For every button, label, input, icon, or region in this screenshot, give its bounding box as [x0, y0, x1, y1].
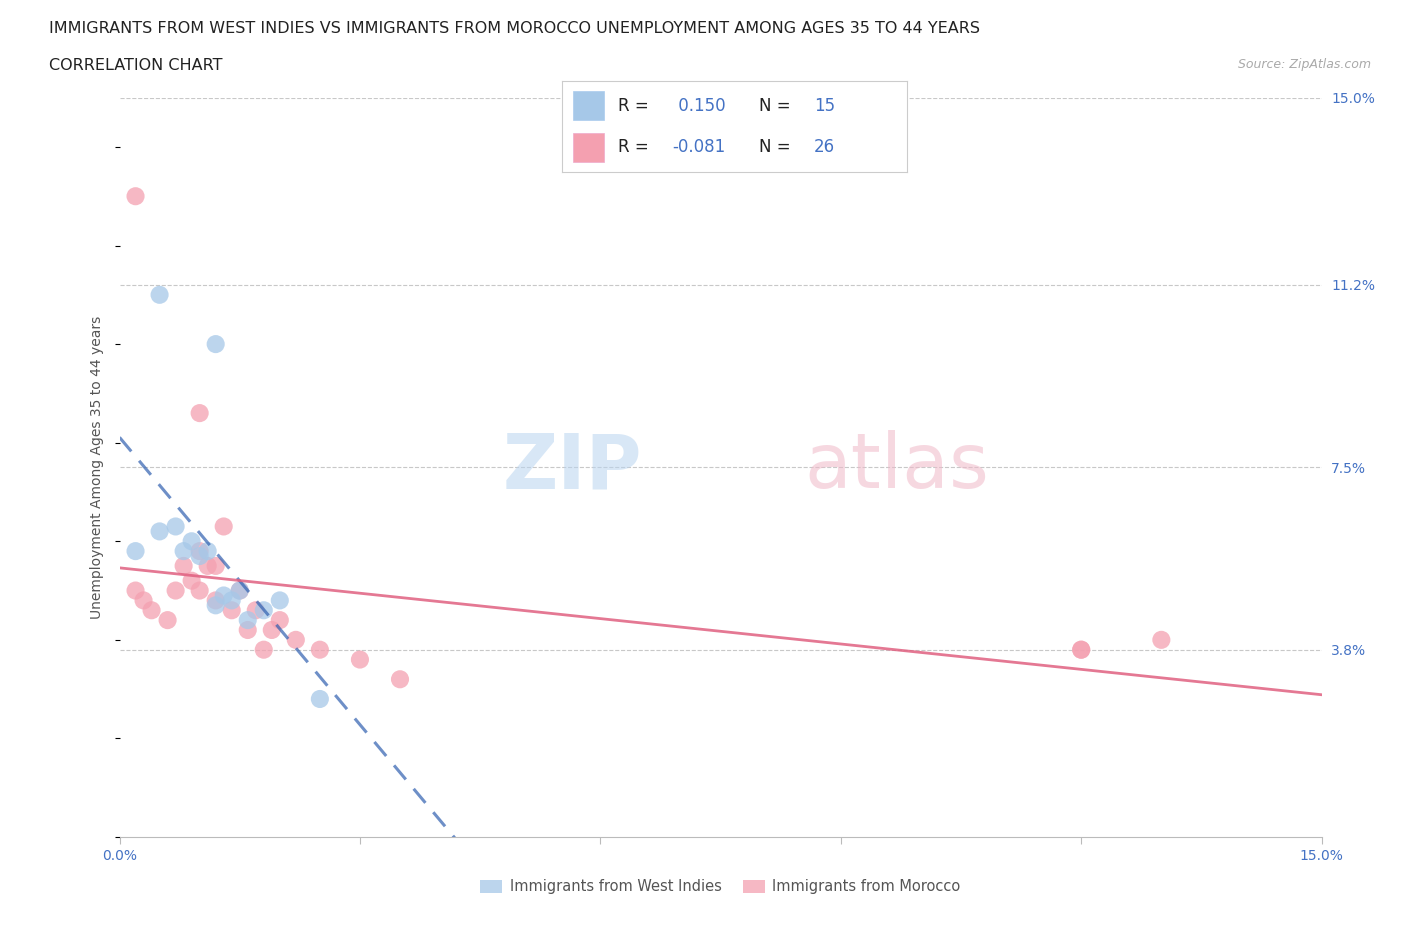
Point	[1150, 632, 1173, 647]
Y-axis label: Unemployment Among Ages 35 to 44 years: Unemployment Among Ages 35 to 44 years	[90, 315, 104, 619]
Point	[245, 603, 267, 618]
Text: N =: N =	[759, 97, 790, 114]
Point	[180, 534, 202, 549]
Point	[165, 583, 187, 598]
Text: 0.150: 0.150	[672, 97, 725, 114]
Point	[165, 519, 187, 534]
Text: Source: ZipAtlas.com: Source: ZipAtlas.com	[1237, 58, 1371, 71]
Text: 15: 15	[814, 97, 835, 114]
Point	[221, 603, 243, 618]
Point	[204, 598, 226, 613]
Point	[188, 583, 211, 598]
Text: IMMIGRANTS FROM WEST INDIES VS IMMIGRANTS FROM MOROCCO UNEMPLOYMENT AMONG AGES 3: IMMIGRANTS FROM WEST INDIES VS IMMIGRANT…	[49, 21, 980, 36]
Text: -0.081: -0.081	[672, 139, 725, 156]
Point	[269, 613, 291, 628]
Text: ZIP: ZIP	[503, 431, 643, 504]
Point	[188, 549, 211, 564]
Point	[1070, 643, 1092, 658]
Point	[269, 593, 291, 608]
Bar	[572, 133, 603, 162]
Point	[349, 652, 371, 667]
Text: 26: 26	[814, 139, 835, 156]
Point	[212, 588, 235, 603]
Point	[228, 583, 252, 598]
Point	[132, 593, 155, 608]
Bar	[572, 91, 603, 120]
Point	[156, 613, 179, 628]
Point	[204, 337, 226, 352]
Point	[228, 583, 252, 598]
Point	[149, 524, 172, 538]
Point	[309, 643, 332, 658]
Point	[388, 671, 412, 686]
Point	[309, 692, 332, 707]
Point	[197, 544, 219, 559]
Point	[236, 613, 259, 628]
Point	[173, 558, 195, 573]
Text: CORRELATION CHART: CORRELATION CHART	[49, 58, 222, 73]
Point	[204, 593, 226, 608]
Point	[188, 544, 211, 559]
Text: R =: R =	[617, 97, 648, 114]
Point	[221, 593, 243, 608]
Point	[124, 189, 146, 204]
Point	[212, 519, 235, 534]
Point	[124, 544, 146, 559]
Point	[124, 583, 146, 598]
Text: atlas: atlas	[804, 431, 990, 504]
Legend: Immigrants from West Indies, Immigrants from Morocco: Immigrants from West Indies, Immigrants …	[475, 873, 966, 900]
Point	[149, 287, 172, 302]
Point	[204, 558, 226, 573]
Point	[188, 405, 211, 420]
Text: R =: R =	[617, 139, 648, 156]
Point	[236, 622, 259, 637]
Point	[253, 603, 276, 618]
Point	[180, 573, 202, 588]
Point	[173, 544, 195, 559]
Point	[1070, 643, 1092, 658]
Text: N =: N =	[759, 139, 790, 156]
Point	[197, 558, 219, 573]
Point	[141, 603, 163, 618]
Point	[260, 622, 283, 637]
Point	[284, 632, 307, 647]
Point	[253, 643, 276, 658]
